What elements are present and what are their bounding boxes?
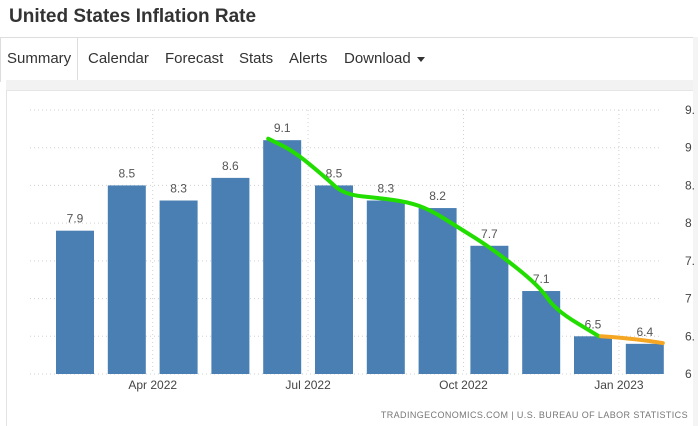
tab-stats[interactable]: Stats [239, 38, 273, 80]
tab-download[interactable]: Download [344, 38, 425, 80]
x-tick-label: Oct 2022 [439, 378, 488, 392]
tab-stats-label: Stats [239, 50, 274, 67]
source-footer: TRADINGECONOMICS.COM | U.S. BUREAU OF LA… [381, 410, 688, 420]
bar [470, 245, 509, 374]
tab-forecast[interactable]: Forecast [165, 38, 223, 80]
bar [418, 208, 457, 374]
data-label: 7.7 [481, 227, 498, 241]
bar [263, 140, 302, 374]
data-label: 9.1 [274, 121, 291, 135]
data-label: 8.3 [377, 182, 394, 196]
orange-trend-annotation [599, 334, 665, 346]
bar [574, 336, 612, 374]
data-label: 8.5 [118, 166, 135, 180]
data-label: 6.5 [585, 317, 602, 331]
y-tick-label: 6. [685, 329, 695, 343]
x-tick-label: Jul 2022 [285, 378, 331, 392]
y-tick-label: 8 [685, 216, 692, 230]
data-label: 6.4 [636, 325, 653, 339]
bar [366, 200, 405, 374]
data-label: 8.3 [170, 182, 187, 196]
tab-download-label: Download [344, 50, 411, 67]
chevron-down-icon [416, 56, 425, 62]
y-tick-label: 7. [685, 254, 695, 268]
data-label: 8.2 [429, 189, 446, 203]
scrollbar-track[interactable] [693, 37, 698, 426]
tab-alerts[interactable]: Alerts [289, 38, 327, 80]
x-tick-label: Jan 2023 [594, 378, 644, 392]
tab-calendar[interactable]: Calendar [88, 38, 149, 80]
data-label: 7.1 [533, 272, 550, 286]
tab-alerts-label: Alerts [289, 50, 328, 67]
data-label: 8.6 [222, 159, 239, 173]
page-title: United States Inflation Rate [9, 6, 257, 27]
bar [315, 185, 353, 374]
y-tick-label: 7 [685, 292, 692, 306]
bar [625, 343, 664, 374]
y-tick-label: 8. [685, 178, 695, 192]
tab-summary[interactable]: Summary [0, 38, 79, 82]
data-label: 8.5 [326, 166, 343, 180]
bar [211, 177, 250, 374]
bar [56, 230, 94, 374]
bar [522, 291, 561, 374]
chart-toolbar-strip [6, 80, 694, 91]
data-label: 7.9 [67, 212, 84, 226]
y-tick-label: 9 [685, 141, 692, 155]
bar [159, 200, 198, 374]
bar [107, 185, 146, 374]
x-tick-label: Apr 2022 [128, 378, 177, 392]
green-trend-annotation [266, 136, 601, 339]
tab-calendar-label: Calendar [88, 50, 149, 67]
tab-summary-label: Summary [7, 50, 72, 67]
y-tick-label: 6 [685, 367, 692, 381]
tab-forecast-label: Forecast [165, 50, 224, 67]
y-tick-label: 9. [685, 103, 695, 117]
